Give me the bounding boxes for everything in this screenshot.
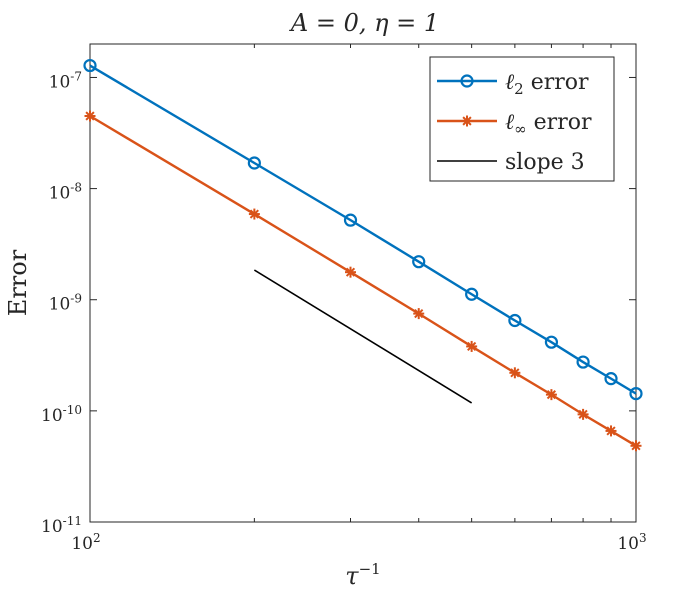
data-point-circle [576,355,590,369]
legend-label: slope 3 [505,150,585,175]
data-point-asterisk [466,340,478,352]
asterisk-stroke [345,267,356,277]
data-point-asterisk [413,308,425,320]
data-point-asterisk [605,425,617,437]
y-tick-label: 10-11 [41,514,82,537]
series-2 [253,269,473,404]
y-tick-label: 10-9 [49,292,82,315]
chart-title: A = 0, η = 1 [289,9,439,37]
data-point-circle [465,287,479,301]
data-point-circle [544,335,559,349]
asterisk-stroke [462,116,472,126]
y-tick-label: 10-7 [49,69,82,92]
y-tick-label: 10-10 [41,403,82,426]
x-axis-ticks: 102 103 [71,44,647,554]
data-point-circle [343,213,358,227]
data-point-asterisk [545,389,557,401]
y-axis-label: Error [4,249,32,316]
legend: ℓ2 error ℓ∞ error slope 3 [429,56,615,182]
asterisk-stroke [578,409,588,419]
series-1 [84,110,642,452]
legend-label: ℓ2 error [505,70,589,98]
asterisk-stroke [467,341,477,352]
asterisk-stroke [414,309,424,319]
y-axis-ticks: 10-11 10-10 10-9 10-8 10-7 [41,69,636,537]
data-point-circle [247,156,261,170]
data-point-circle [604,372,618,386]
data-point-circle [629,387,643,401]
data-point-circle [412,255,426,269]
data-point-asterisk [630,440,642,452]
series-layer [83,58,643,452]
asterisk-stroke [546,390,557,400]
asterisk-stroke [606,426,616,436]
y-tick-label: 10-8 [49,181,82,204]
x-axis-label: τ−1 [345,560,380,590]
asterisk-stroke [249,209,259,219]
asterisk-stroke [510,368,520,378]
legend-label: ℓ∞ error [505,110,592,138]
asterisk-stroke [631,441,641,451]
x-tick-label: 103 [617,531,646,554]
data-point-circle [508,313,522,328]
data-point-circle [83,58,97,73]
data-point-asterisk [248,208,260,220]
data-point-asterisk [461,115,473,127]
series-line [253,269,473,404]
data-point-circle [460,74,474,88]
asterisk-stroke [85,111,95,121]
data-point-asterisk [509,367,521,379]
data-point-asterisk [577,408,589,420]
data-point-asterisk [84,110,96,122]
series-0 [83,58,643,401]
data-point-asterisk [345,266,357,278]
series-line [89,114,637,447]
series-line [89,64,637,395]
x-tick-label: 102 [71,531,100,554]
